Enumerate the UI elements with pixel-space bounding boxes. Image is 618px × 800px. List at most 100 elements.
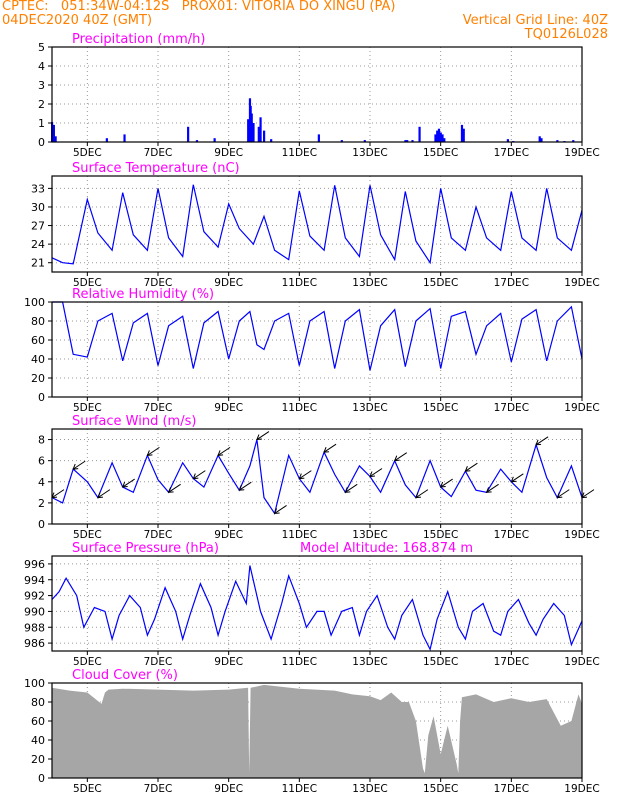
y-tick-label: 40: [31, 353, 45, 366]
series-line: [51, 565, 583, 652]
wind-arrow-head: [369, 471, 376, 478]
x-tick-label: 13DEC: [352, 147, 387, 159]
x-tick-label: 17DEC: [494, 147, 529, 159]
panel-frame: [51, 46, 583, 143]
series-line: [51, 439, 583, 515]
x-tick-label: 17DEC: [494, 402, 529, 414]
x-tick-label: 11DEC: [282, 147, 317, 159]
x-tick-label: 5DEC: [73, 147, 102, 159]
wind-arrow: [415, 489, 429, 499]
x-tick-label: 9DEC: [214, 402, 243, 414]
panel-frame: [51, 301, 583, 398]
wind-arrow-head: [464, 466, 471, 472]
wind-arrow-head: [415, 492, 421, 499]
wind-arrow-head: [192, 473, 199, 480]
x-tick-label: 9DEC: [214, 656, 243, 668]
precip-bar: [418, 126, 421, 142]
precip-bar: [437, 128, 441, 142]
chart-header: CPTEC: 051:34W-04:12S PROX01: VITORIA DO…: [0, 0, 618, 45]
wind-arrow-head: [273, 508, 280, 515]
wind-arrow: [274, 505, 287, 514]
precip-bar: [436, 130, 439, 142]
wind-arrow-head: [393, 455, 400, 462]
wind-arrow: [193, 470, 206, 480]
x-tick-label: 15DEC: [423, 656, 458, 668]
wind-arrow: [168, 483, 181, 493]
precip-bar: [556, 140, 559, 142]
precip-bar: [434, 134, 437, 142]
y-tick-label: 4: [38, 476, 45, 489]
precip-bar: [462, 128, 465, 142]
wind-arrow-head: [72, 463, 79, 470]
wind-arrow-head: [439, 481, 446, 488]
wind-arrow: [217, 446, 231, 456]
x-tick-label: 13DEC: [352, 656, 387, 668]
wind-arrow: [369, 468, 383, 477]
y-tick-label: 27: [31, 220, 45, 233]
y-tick-label: 2: [38, 497, 45, 510]
panel-title: Precipitation (mm/h): [72, 32, 205, 47]
wind-arrow-head: [238, 485, 245, 491]
precip-bar: [411, 140, 414, 142]
y-tick-label: 20: [31, 753, 45, 766]
y-tick-label: 33: [31, 182, 45, 195]
precip-bar: [443, 138, 446, 142]
x-tick-label: 19DEC: [564, 656, 599, 668]
wind-arrow-head: [298, 473, 305, 480]
wind-arrow: [299, 470, 312, 480]
x-tick-label: 15DEC: [423, 277, 458, 289]
panel-frame: [51, 428, 583, 525]
y-tick-label: 60: [31, 334, 45, 347]
y-tick-label: 992: [24, 590, 45, 603]
precip-bar: [252, 123, 255, 142]
wind-arrow: [323, 443, 337, 453]
location-title: CPTEC: 051:34W-04:12S PROX01: VITORIA DO…: [2, 0, 396, 14]
wind-arrow: [556, 489, 570, 499]
wind-arrow-head: [167, 487, 174, 493]
y-tick-label: 988: [24, 621, 45, 634]
precip-bar: [187, 126, 190, 142]
wind-arrow: [256, 431, 270, 440]
x-tick-label: 11DEC: [282, 277, 317, 289]
precip-bar: [540, 138, 543, 142]
y-tick-label: 0: [38, 391, 45, 404]
precip-bar: [404, 140, 407, 142]
vertical-grid-line-note: Vertical Grid Line: 40Z: [462, 13, 608, 28]
precip-bar: [317, 134, 320, 142]
x-tick-label: 5DEC: [73, 402, 102, 414]
y-tick-label: 990: [24, 605, 45, 618]
precip-bar: [460, 124, 464, 142]
wind-arrow: [511, 473, 524, 483]
wind-arrow-head: [556, 492, 563, 499]
y-tick-label: 60: [31, 715, 45, 728]
x-tick-label: 19DEC: [564, 529, 599, 541]
x-tick-label: 7DEC: [144, 529, 173, 541]
wind-arrow-head: [97, 492, 103, 499]
wind-arrow-head: [485, 487, 492, 493]
cloud-cover-area: [52, 684, 582, 778]
x-tick-label: 11DEC: [282, 656, 317, 668]
y-tick-label: 8: [38, 434, 45, 447]
precip-bar: [259, 117, 262, 142]
precip-bar: [257, 126, 260, 142]
x-tick-label: 9DEC: [214, 147, 243, 159]
series-line: [52, 301, 583, 371]
precip-bar: [406, 140, 409, 142]
y-tick-label: 3: [38, 79, 45, 92]
x-tick-label: 5DEC: [73, 783, 102, 795]
y-tick-label: 100: [24, 677, 45, 690]
wind-arrow-head: [535, 439, 542, 446]
wind-arrow-head: [323, 447, 330, 453]
y-tick-label: 5: [38, 41, 45, 54]
wind-arrow: [581, 489, 595, 499]
x-tick-label: 19DEC: [564, 277, 599, 289]
x-tick-label: 17DEC: [494, 277, 529, 289]
x-tick-label: 7DEC: [144, 656, 173, 668]
precip-bar: [572, 140, 575, 142]
wind-arrow-head: [146, 450, 153, 456]
wind-arrow: [535, 436, 549, 446]
panel-frame: [51, 682, 583, 779]
panel-title: Cloud Cover (%): [72, 668, 178, 683]
y-tick-label: 0: [38, 518, 45, 531]
